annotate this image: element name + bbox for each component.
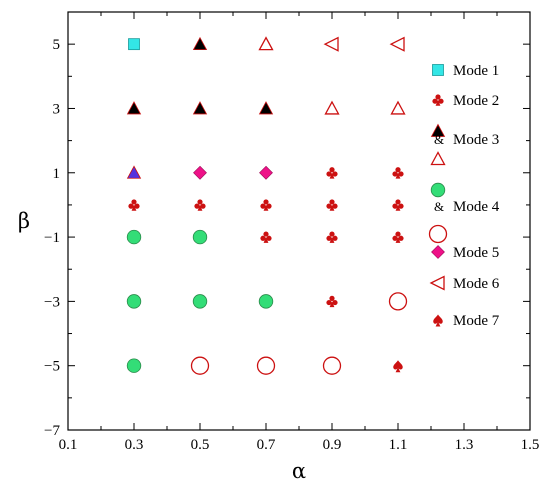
x-tick-label: 1.3 [455,437,474,453]
data-point-red-open-circle [256,356,276,375]
legend-item-6: Mode 6 [429,275,500,292]
data-point-red-open-circle [190,356,210,375]
data-point-red-open-triangle [390,100,406,115]
legend-label: Mode 7 [453,313,500,329]
legend-label: Mode 6 [453,276,500,292]
legend-item-5: Mode 5 [431,245,499,261]
x-tick-label: 0.1 [59,437,78,453]
legend-item-3: & Mode 3 [430,123,499,166]
data-point-red-spade [393,360,403,373]
data-point-purple-triangle [126,165,142,179]
data-point-black-triangle [192,101,208,115]
legend-joiner: & [434,132,444,147]
data-points [126,36,408,375]
y-tick-label: −5 [44,359,60,375]
x-tick-label: 0.7 [257,437,276,453]
data-point-green-circle [192,294,208,309]
data-point-green-circle [126,358,142,373]
data-point-red-open-triangle [258,36,274,51]
axis-ticks [67,12,531,431]
data-point-red-club [392,231,404,243]
data-point-black-triangle [126,101,142,115]
legend-marker-black-triangle [430,123,446,137]
legend-label: Mode 3 [453,132,499,148]
data-point-red-club [326,167,338,179]
legend-marker-red-club [432,94,444,106]
tick-labels: 0.1 0.3 0.5 0.7 0.9 1.1 1.3 1.5 −7 −5 −3 −1 1 3 5 [44,37,539,453]
legend-joiner: & [434,199,444,214]
data-point-red-open-left-triangle [323,36,339,52]
y-tick-label: −3 [44,294,60,310]
data-point-magenta-diamond [193,165,207,180]
legend-marker-magenta-diamond [431,245,445,259]
x-tick-label: 1.1 [389,437,408,453]
data-point-red-club [260,231,272,243]
data-point-red-club [326,231,338,243]
legend-marker-cyan-square [432,64,444,76]
y-tick-label: 5 [53,37,61,53]
y-tick-label: 1 [53,166,61,182]
data-point-cyan-square [128,38,140,51]
x-tick-label: 0.3 [125,437,144,453]
legend-item-4: & Mode 4 [428,182,500,244]
legend-label: Mode 5 [453,245,499,261]
legend-marker-red-open-circle [428,224,448,244]
data-point-red-club [128,199,140,211]
x-axis-label: α [292,459,306,483]
legend-marker-red-open-left-triangle [429,275,445,291]
legend-label: Mode 1 [453,63,499,79]
data-point-green-circle [126,294,142,309]
x-tick-label: 0.5 [191,437,210,453]
data-point-magenta-diamond [259,165,273,180]
y-tick-label: 3 [53,101,61,117]
legend-marker-red-open-triangle [430,151,446,166]
y-tick-label: −1 [44,230,60,246]
data-point-black-triangle [192,36,208,51]
data-point-red-open-left-triangle [389,36,405,52]
legend-item-2: Mode 2 [432,93,499,109]
data-point-black-triangle [258,101,274,115]
x-tick-label: 1.5 [521,437,540,453]
y-tick-label: −7 [44,423,60,439]
legend-marker-green-circle [430,182,446,198]
data-point-red-club [392,199,404,211]
data-point-red-open-circle [388,292,408,311]
y-axis-label: β [18,209,30,233]
data-point-red-club [326,295,338,308]
data-point-red-open-triangle [324,100,340,115]
data-point-red-club [194,199,206,211]
data-point-red-club [392,167,404,179]
data-point-red-club [326,199,338,211]
data-point-green-circle [192,229,208,245]
legend-label: Mode 2 [453,93,499,109]
data-point-green-circle [126,229,142,245]
data-point-red-club [260,199,272,211]
legend-item-7: Mode 7 [433,313,500,329]
data-point-green-circle [258,294,274,309]
data-point-red-open-circle [322,356,342,375]
x-tick-label: 0.9 [323,437,342,453]
legend-label: Mode 4 [453,199,500,215]
legend-marker-red-spade [433,314,443,327]
legend-item-1: Mode 1 [432,63,499,79]
